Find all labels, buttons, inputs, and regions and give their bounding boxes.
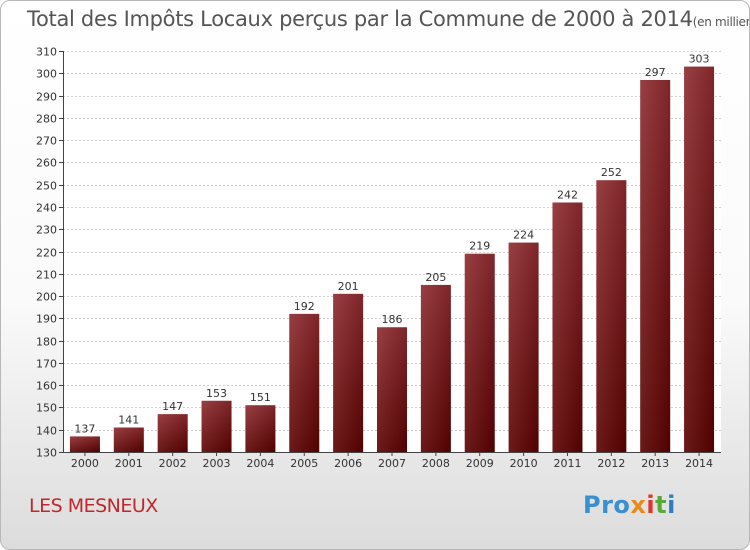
- bar-value-label: 147: [162, 400, 183, 413]
- x-tick-label: 2010: [510, 457, 538, 470]
- bar-shade-2014: [684, 66, 715, 452]
- bar-value-label: 141: [118, 413, 139, 426]
- x-tick-label: 2007: [378, 457, 406, 470]
- y-tick-label: 200: [36, 291, 57, 304]
- x-tick-label: 2004: [246, 457, 274, 470]
- x-tick-label: 2013: [641, 457, 669, 470]
- bar-shade-2004: [245, 405, 276, 452]
- logo-part-pro: Pro: [583, 491, 631, 519]
- bar-shade-2008: [420, 284, 451, 452]
- bar-shade-2013: [640, 79, 671, 452]
- x-tick-label: 2000: [71, 457, 99, 470]
- x-tick-label: 2009: [466, 457, 494, 470]
- y-tick-label: 260: [36, 157, 57, 170]
- y-tick-label: 310: [36, 46, 57, 59]
- x-tick-label: 2002: [159, 457, 187, 470]
- bar-value-label: 137: [74, 422, 95, 435]
- y-tick-label: 290: [36, 91, 57, 104]
- bar-value-label: 224: [513, 229, 534, 242]
- x-tick-label: 2003: [203, 457, 231, 470]
- bar-shade-2005: [289, 313, 320, 452]
- bar-value-label: 242: [557, 188, 578, 201]
- bar-shade-2012: [596, 180, 627, 452]
- bar-value-label: 205: [425, 271, 446, 284]
- bar-shade-2001: [113, 427, 144, 452]
- chart-title: Total des Impôts Locaux perçus par la Co…: [27, 7, 750, 31]
- y-tick-label: 180: [36, 336, 57, 349]
- bar-shade-2006: [333, 293, 364, 452]
- y-tick-label: 160: [36, 380, 57, 393]
- chart-title-text: Total des Impôts Locaux perçus par la Co…: [27, 7, 693, 31]
- x-tick-label: 2008: [422, 457, 450, 470]
- bar-shade-2002: [157, 414, 188, 452]
- bar-shade-2011: [552, 202, 583, 452]
- x-tick-label: 2005: [290, 457, 318, 470]
- y-tick-label: 280: [36, 113, 57, 126]
- y-tick-label: 210: [36, 269, 57, 282]
- y-tick-label: 300: [36, 68, 57, 81]
- x-tick-label: 2011: [553, 457, 581, 470]
- bar-value-label: 186: [382, 313, 403, 326]
- bar-value-label: 192: [294, 300, 315, 313]
- bar-shade-2000: [69, 436, 100, 452]
- y-tick-label: 140: [36, 425, 57, 438]
- x-tick-label: 2012: [597, 457, 625, 470]
- y-tick-label: 240: [36, 202, 57, 215]
- logo-part-i: i: [646, 491, 656, 519]
- chart-subtitle: (en milliers d'€): [692, 15, 750, 29]
- bar-shade-2003: [201, 400, 232, 452]
- commune-name: LES MESNEUX: [29, 495, 158, 517]
- logo-part-x: x: [630, 491, 647, 519]
- y-tick-label: 250: [36, 180, 57, 193]
- y-tick-label: 230: [36, 224, 57, 237]
- y-tick-label: 150: [36, 402, 57, 415]
- y-tick-label: 170: [36, 358, 57, 371]
- x-tick-label: 2014: [685, 457, 713, 470]
- bar-value-label: 201: [338, 280, 359, 293]
- logo-part-i2: i: [667, 491, 676, 519]
- logo-part-t: t: [655, 491, 668, 519]
- bar-value-label: 153: [206, 387, 227, 400]
- bar-value-label: 219: [469, 240, 490, 253]
- bar-value-label: 297: [645, 66, 666, 79]
- bar-value-label: 252: [601, 166, 622, 179]
- bar-value-label: 151: [250, 391, 271, 404]
- y-tick-label: 270: [36, 135, 57, 148]
- bar-shade-2009: [464, 253, 495, 452]
- y-tick-label: 130: [36, 447, 57, 460]
- y-tick-label: 190: [36, 313, 57, 326]
- bar-value-label: 303: [689, 53, 710, 66]
- proxiti-logo: Proxiti: [583, 491, 676, 519]
- x-tick-label: 2006: [334, 457, 362, 470]
- x-tick-label: 2001: [115, 457, 143, 470]
- y-tick-label: 220: [36, 247, 57, 260]
- bar-shade-2007: [377, 327, 407, 452]
- bar-shade-2010: [508, 242, 539, 452]
